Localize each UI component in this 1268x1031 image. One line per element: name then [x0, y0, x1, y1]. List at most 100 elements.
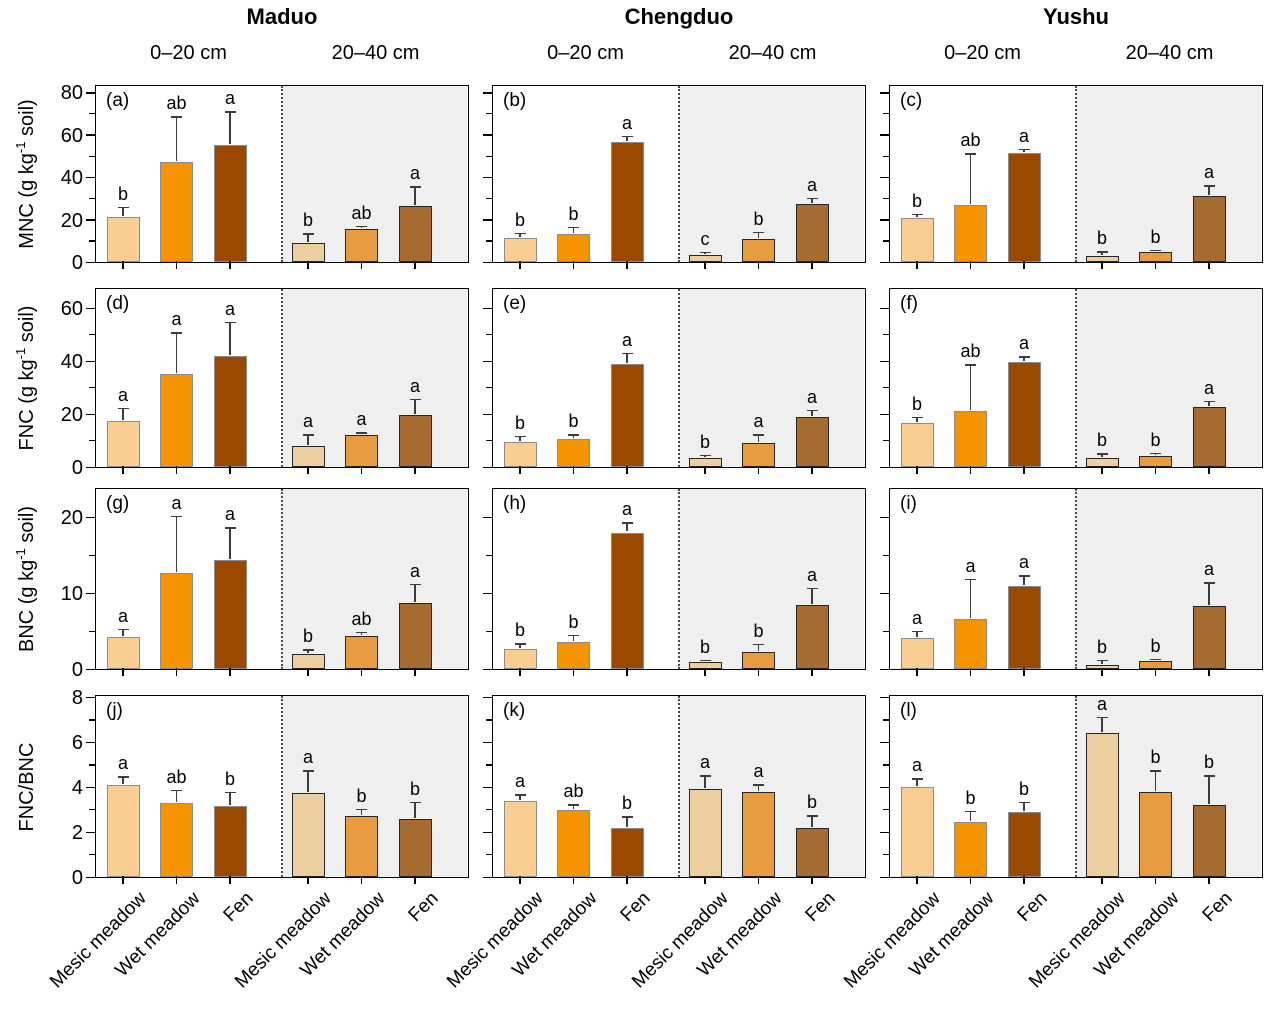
panel-k: (k) a ab b a a b [483, 695, 866, 884]
error-bar-cap [117, 407, 129, 410]
bar-wet-meadow [557, 642, 590, 669]
y-tick-mark [86, 261, 95, 264]
error-bar [175, 789, 178, 802]
error-bar [307, 649, 309, 653]
y-minor-tick-mark [89, 854, 95, 856]
error-bar [757, 433, 760, 442]
x-tick-mark [1101, 261, 1103, 269]
x-category-label: Fen [404, 888, 443, 927]
y-tick-mark [483, 360, 492, 363]
significance-letter: a [117, 753, 128, 774]
bar-mesic-meadow [900, 217, 934, 262]
x-tick-mark [122, 876, 124, 884]
y-minor-tick-mark [89, 334, 95, 336]
y-tick-label: 60 [60, 298, 83, 321]
x-tick-mark [757, 466, 760, 474]
bar-wet-meadow [954, 411, 987, 467]
y-tick-mark [86, 176, 95, 179]
error-bar [626, 522, 628, 532]
y-minor-tick-mark [89, 809, 95, 811]
error-bar-cap [911, 416, 923, 419]
error-bar [519, 794, 521, 800]
y-minor-tick-mark [486, 334, 492, 336]
error-bar [122, 628, 124, 637]
panel-label: (k) [503, 700, 526, 721]
error-bar-cap [1150, 249, 1161, 252]
significance-letter: b [568, 203, 579, 224]
bar-fen [398, 603, 432, 669]
y-tick-mark [483, 91, 492, 94]
x-category-label: Fen [1198, 888, 1237, 927]
x-tick-mark [811, 466, 813, 474]
bar-fen [1007, 586, 1041, 669]
significance-letter: a [1203, 377, 1214, 398]
error-bar [519, 232, 521, 238]
error-bar-cap [621, 816, 633, 819]
bar-wet-meadow [557, 438, 590, 467]
significance-letter: ab [563, 781, 584, 802]
x-tick-mark [811, 668, 813, 676]
panel-e: (e) b b a b a a [483, 288, 866, 474]
y-tick-mark [483, 831, 492, 834]
y-tick-label: 0 [71, 457, 83, 479]
y-tick-mark [880, 876, 889, 879]
bar-fen [1192, 606, 1226, 669]
y-minor-tick-mark [486, 240, 492, 242]
y-tick-mark [86, 219, 95, 221]
x-tick-mark [122, 261, 124, 269]
significance-letter: ab [351, 608, 372, 629]
significance-letter: b [1150, 635, 1161, 656]
panel-i: (i) a a a b b a [880, 488, 1263, 676]
error-bar-cap [568, 804, 579, 806]
x-tick-mark [916, 668, 918, 676]
x-tick-mark [360, 668, 363, 676]
error-bar [811, 587, 813, 604]
bar-fen [610, 532, 644, 669]
error-bar [969, 578, 972, 618]
significance-letter: b [806, 792, 817, 813]
y-minor-tick-mark [486, 764, 492, 766]
error-bar [704, 774, 706, 789]
depth-header: 20–40 cm [728, 42, 817, 64]
x-tick-mark [704, 668, 706, 676]
bar-mesic-meadow [900, 787, 934, 877]
error-bar-cap [1203, 184, 1215, 187]
y-minor-tick-mark [883, 764, 889, 766]
panel-label: (i) [900, 493, 917, 514]
y-tick-mark [483, 261, 492, 264]
x-tick-mark [704, 876, 706, 884]
x-tick-mark [704, 466, 706, 474]
error-bar-cap [753, 783, 764, 786]
error-bar [519, 435, 521, 441]
x-tick-mark [626, 261, 628, 269]
error-bar [122, 206, 124, 217]
x-tick-mark [704, 261, 706, 269]
bar-fen [213, 806, 247, 877]
error-bar-cap [409, 185, 421, 188]
deep-soil-shaded-region [679, 489, 864, 669]
y-tick-mark [880, 360, 889, 363]
y-tick-mark [880, 261, 889, 264]
bar-wet-meadow [345, 635, 378, 669]
panel-c: (c) b ab a b b a [880, 85, 1263, 269]
error-bar-cap [356, 432, 367, 434]
error-bar-cap [302, 770, 314, 773]
error-bar [626, 816, 628, 827]
x-tick-mark [757, 261, 760, 269]
x-tick-mark [307, 466, 309, 474]
x-tick-mark [229, 466, 231, 474]
x-tick-mark [1208, 466, 1210, 474]
panel-label: (b) [503, 90, 527, 111]
significance-letter: c [700, 228, 710, 249]
significance-letter: b [699, 431, 710, 452]
error-bar [916, 213, 918, 217]
significance-letter: a [302, 411, 313, 432]
error-bar [1023, 356, 1025, 362]
error-bar [414, 398, 416, 415]
error-bar-cap [753, 231, 764, 234]
x-tick-mark [360, 466, 363, 474]
x-tick-mark [307, 668, 309, 676]
bar-fen [1192, 196, 1226, 262]
error-bar-cap [1018, 356, 1030, 358]
error-bar [1208, 400, 1210, 406]
